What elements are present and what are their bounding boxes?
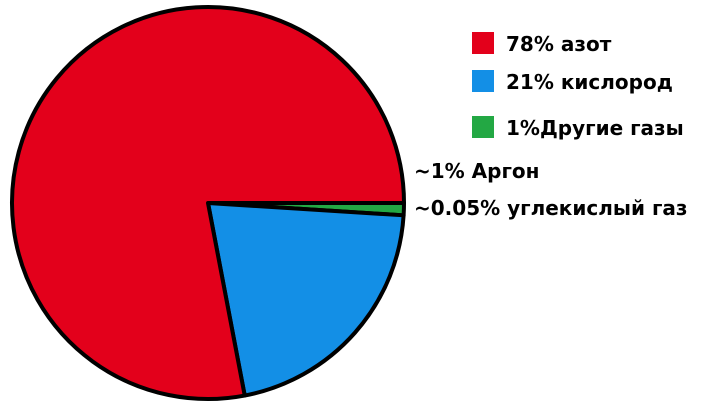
legend-swatch-nitrogen (472, 32, 494, 54)
slice-nitrogen (10, 5, 406, 401)
legend-swatch-other-gases (472, 116, 494, 138)
annotations: ~1% Аргон ~0.05% углекислый газ (414, 159, 688, 220)
annotation-carbon-dioxide: ~0.05% углекислый газ (414, 196, 688, 220)
pie-slices (10, 5, 406, 401)
annotation-argon: ~1% Аргон (414, 159, 539, 183)
legend-label-nitrogen: 78% азот (506, 32, 612, 56)
legend-swatch-oxygen (472, 70, 494, 92)
legend: 78% азот 21% кислород 1%Другие газы (472, 32, 684, 140)
legend-label-other-gases: 1%Другие газы (506, 116, 684, 140)
legend-label-oxygen: 21% кислород (506, 70, 673, 94)
slice-oxygen (206, 201, 406, 398)
